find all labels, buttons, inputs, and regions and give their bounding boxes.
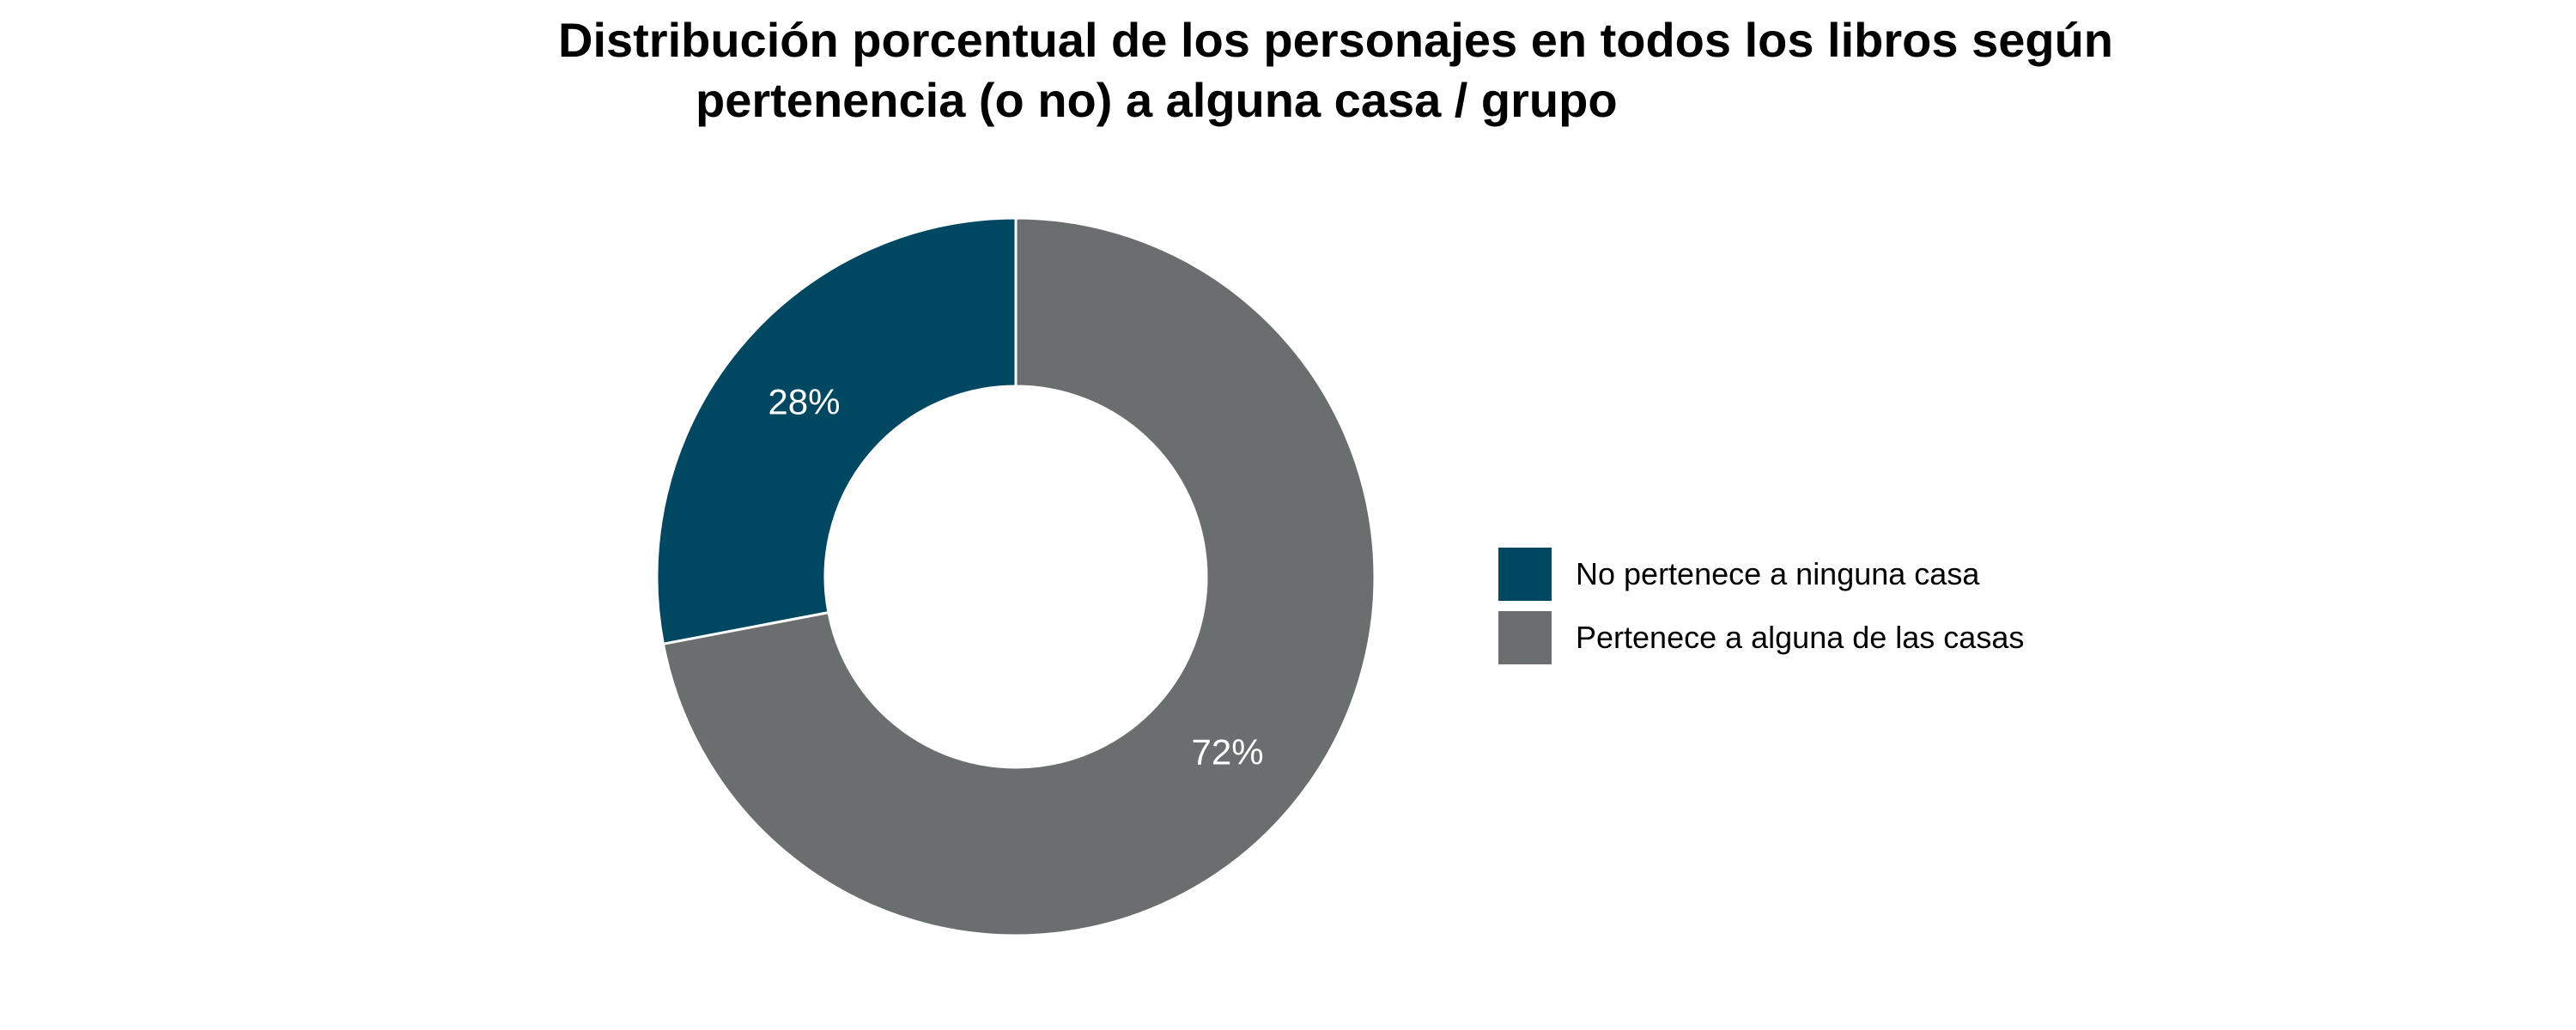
- legend-label: No pertenece a ninguna casa: [1576, 556, 1980, 591]
- slice-label-1: 28%: [768, 382, 840, 422]
- chart-title-line-2: pertenencia (o no) a alguna casa / grupo: [696, 73, 1618, 127]
- donut-slice-2: [661, 216, 1376, 937]
- legend-item-no-pertenece: No pertenece a ninguna casa: [1498, 548, 2024, 601]
- chart-title: Distribución porcentual de los personaje…: [558, 10, 2190, 130]
- legend-swatch: [1498, 611, 1552, 664]
- slice-label-2: 72%: [1192, 731, 1264, 772]
- legend-item-pertenece: Pertenece a alguna de las casas: [1498, 611, 2024, 664]
- donut-slices: [655, 216, 1376, 937]
- legend: No pertenece a ninguna casa Pertenece a …: [1498, 548, 2024, 675]
- donut-slice-1: [655, 216, 1018, 646]
- chart-title-line-1: Distribución porcentual de los personaje…: [558, 13, 2113, 67]
- legend-swatch: [1498, 548, 1552, 601]
- legend-label: Pertenece a alguna de las casas: [1576, 620, 2025, 655]
- donut-slice-labels: 28% 72%: [768, 382, 1263, 772]
